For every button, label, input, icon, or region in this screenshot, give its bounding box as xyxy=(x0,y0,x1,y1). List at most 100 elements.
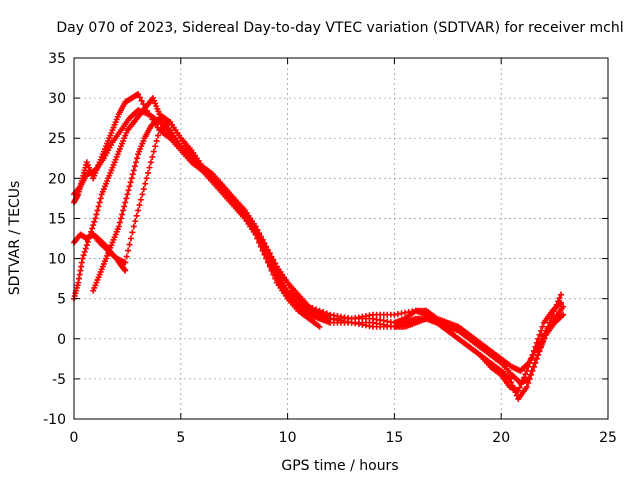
data-point xyxy=(266,263,273,270)
data-point xyxy=(263,255,270,262)
data-point xyxy=(523,383,530,390)
y-axis-title: SDTVAR / TECUs xyxy=(7,181,23,296)
data-point xyxy=(254,235,261,242)
data-point xyxy=(93,211,100,218)
data-point xyxy=(150,148,157,155)
data-point xyxy=(254,226,261,233)
y-tick-label: 0 xyxy=(57,332,66,348)
data-point xyxy=(130,223,137,230)
axis-ticks xyxy=(73,57,609,420)
data-point xyxy=(316,307,323,314)
data-point xyxy=(139,191,146,198)
data-point xyxy=(135,207,142,214)
data-point xyxy=(535,335,542,342)
data-point xyxy=(138,97,145,104)
data-point xyxy=(126,241,133,248)
data-point xyxy=(527,371,534,378)
data-point xyxy=(129,229,136,236)
x-tick-label: 20 xyxy=(492,430,510,446)
data-point xyxy=(252,223,259,230)
data-point xyxy=(83,242,90,249)
data-point xyxy=(558,291,565,298)
data-point xyxy=(146,164,153,171)
data-point xyxy=(259,236,266,243)
data-point xyxy=(270,256,277,263)
data-point xyxy=(132,159,139,166)
plot-frame xyxy=(73,57,609,420)
x-tick-label: 10 xyxy=(279,430,297,446)
data-point xyxy=(309,305,316,312)
data-point xyxy=(129,171,136,178)
data-point xyxy=(130,167,137,174)
data-point xyxy=(532,343,539,350)
data-point xyxy=(134,155,141,162)
data-point xyxy=(120,207,127,214)
y-tick-label: 35 xyxy=(48,51,66,67)
data-point xyxy=(125,247,132,254)
series-s5 xyxy=(90,115,567,386)
data-point xyxy=(256,239,263,246)
y-tick-label: 15 xyxy=(48,211,66,227)
data-point xyxy=(136,94,143,101)
data-point xyxy=(261,251,268,258)
data-point xyxy=(256,230,263,237)
series-s1 xyxy=(71,107,567,374)
y-tick-label: 5 xyxy=(57,292,66,308)
y-tick-label: -5 xyxy=(52,372,66,388)
data-point xyxy=(534,351,541,358)
data-point xyxy=(263,243,270,250)
data-point xyxy=(84,238,91,245)
data-point xyxy=(115,223,122,230)
data-point xyxy=(323,310,330,317)
data-point xyxy=(525,375,532,382)
data-point xyxy=(135,91,142,98)
data-point xyxy=(117,215,124,222)
data-point xyxy=(131,163,138,170)
data-point xyxy=(272,260,279,267)
data-point xyxy=(80,252,87,259)
data-point xyxy=(320,309,327,316)
data-point xyxy=(128,175,135,182)
data-point xyxy=(153,137,160,144)
data-point xyxy=(149,153,156,160)
data-point xyxy=(257,233,264,240)
data-point xyxy=(90,222,97,229)
data-point xyxy=(96,199,103,206)
data-point xyxy=(560,303,567,310)
data-points xyxy=(71,91,567,402)
data-point xyxy=(124,191,131,198)
data-point xyxy=(133,212,140,219)
data-point xyxy=(155,132,162,139)
x-tick-label: 15 xyxy=(385,430,403,446)
data-point xyxy=(136,202,143,209)
data-point xyxy=(140,186,147,193)
data-point xyxy=(313,306,320,313)
series-s6 xyxy=(88,231,129,274)
data-point xyxy=(305,303,312,310)
data-point xyxy=(265,246,272,253)
data-point xyxy=(123,253,130,260)
data-point xyxy=(92,215,99,222)
data-point xyxy=(252,231,259,238)
data-point xyxy=(94,207,101,214)
data-point xyxy=(125,187,132,194)
data-point xyxy=(97,195,104,202)
y-tick-label: 10 xyxy=(48,252,66,268)
data-point xyxy=(515,387,522,394)
data-point xyxy=(506,375,513,382)
x-axis-tick-labels: 0 5 10 15 20 25 xyxy=(70,430,617,446)
data-point xyxy=(152,143,159,150)
data-point xyxy=(536,331,543,338)
data-point xyxy=(119,211,126,218)
data-point xyxy=(132,218,139,225)
data-point xyxy=(538,327,545,334)
data-point xyxy=(528,367,535,374)
data-point xyxy=(556,294,563,301)
data-point xyxy=(535,348,542,355)
x-tick-label: 5 xyxy=(176,430,185,446)
data-point xyxy=(122,267,129,274)
data-point xyxy=(127,179,134,186)
x-axis-title: GPS time / hours xyxy=(281,458,398,474)
data-point xyxy=(137,196,144,203)
